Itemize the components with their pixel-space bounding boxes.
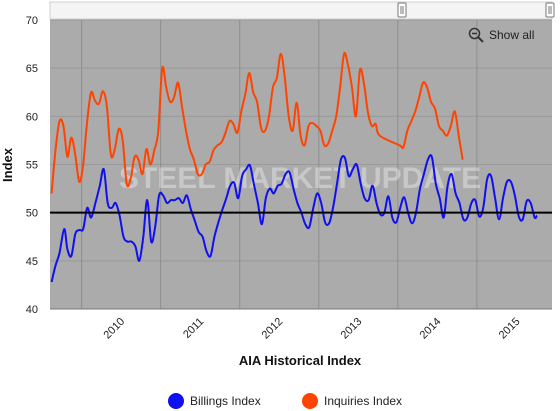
- range-handle-left[interactable]: [397, 2, 407, 18]
- x-tick-label: 2010: [101, 316, 127, 342]
- legend-marker-inquiries: [302, 393, 318, 409]
- range-navigator[interactable]: [49, 1, 553, 20]
- y-axis-ticks: 40 45 50 55 60 65 70: [26, 15, 38, 316]
- x-tick-label: 2013: [339, 316, 365, 342]
- legend-label-billings: Billings Index: [190, 394, 261, 408]
- x-axis-ticks: 2010 2011 2012 2013 2014 2015: [101, 316, 522, 342]
- legend-item-inquiries[interactable]: Inquiries Index: [302, 393, 402, 409]
- y-tick-label: 65: [26, 63, 38, 75]
- y-tick-label: 40: [26, 304, 38, 316]
- range-handle-right[interactable]: [545, 2, 555, 18]
- series-layer: [50, 51, 538, 283]
- show-all-button[interactable]: Show all: [468, 27, 534, 43]
- x-tick-label: 2012: [260, 316, 286, 342]
- series-line-inquiries[interactable]: [50, 51, 464, 194]
- x-tick-label: 2014: [418, 316, 444, 342]
- legend-label-inquiries: Inquiries Index: [324, 394, 403, 408]
- x-tick-label: 2011: [181, 316, 206, 341]
- legend-marker-billings: [168, 393, 184, 409]
- series-line-billings[interactable]: [50, 154, 538, 283]
- y-tick-label: 50: [26, 208, 38, 220]
- y-tick-label: 55: [26, 160, 38, 172]
- show-all-label: Show all: [489, 28, 535, 42]
- y-axis-title: Index: [0, 147, 15, 182]
- watermark: STEEL MARKET UPDATE: [119, 162, 481, 195]
- zoom-out-icon: [468, 27, 484, 43]
- y-tick-label: 45: [26, 256, 38, 268]
- legend-item-billings[interactable]: Billings Index: [168, 393, 261, 409]
- x-axis-title: AIA Historical Index: [239, 353, 362, 368]
- x-tick-label: 2015: [497, 316, 523, 342]
- y-tick-label: 70: [26, 15, 38, 27]
- y-tick-label: 60: [26, 111, 38, 123]
